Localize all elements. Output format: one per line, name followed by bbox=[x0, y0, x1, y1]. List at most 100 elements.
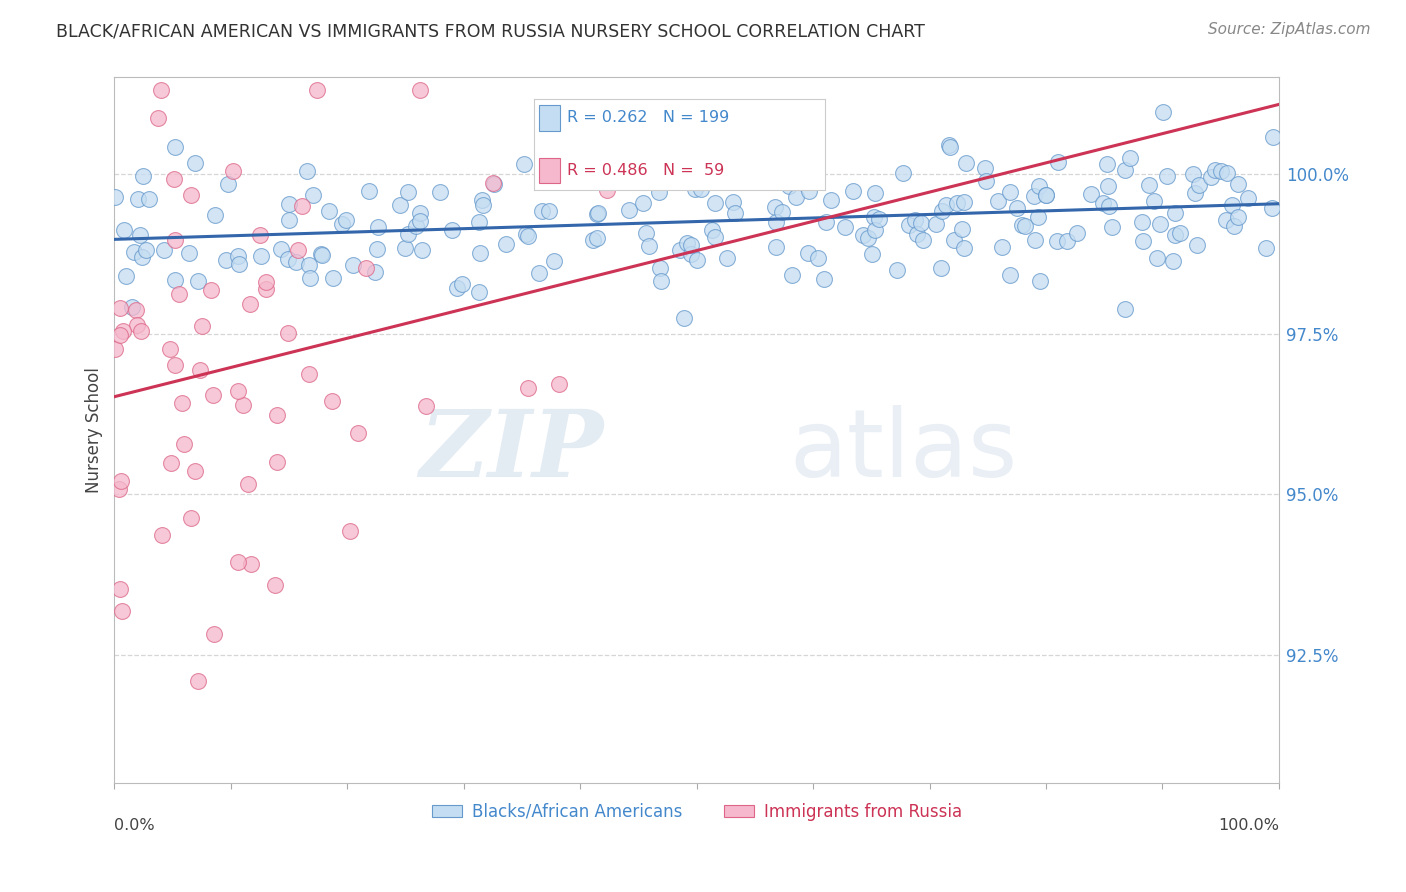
Point bbox=[763, 200, 786, 214]
Point bbox=[636, 226, 658, 240]
Point bbox=[396, 185, 419, 199]
Point bbox=[112, 222, 135, 236]
Point bbox=[111, 604, 134, 618]
Point bbox=[1028, 179, 1050, 194]
Text: 100.0%: 100.0% bbox=[1218, 818, 1279, 833]
Point bbox=[318, 203, 340, 218]
Point bbox=[1209, 163, 1232, 178]
Point bbox=[236, 477, 259, 491]
Point bbox=[807, 251, 830, 265]
Point bbox=[311, 248, 333, 262]
Point bbox=[820, 193, 842, 207]
Point bbox=[217, 177, 239, 191]
Point bbox=[614, 147, 637, 161]
Point bbox=[1261, 201, 1284, 215]
Point bbox=[1215, 212, 1237, 227]
Point bbox=[482, 176, 505, 190]
Point bbox=[586, 231, 609, 245]
Point bbox=[186, 673, 208, 688]
Point bbox=[159, 456, 181, 470]
Point bbox=[780, 268, 803, 282]
Point bbox=[785, 190, 807, 204]
Point bbox=[471, 193, 494, 207]
Point bbox=[405, 219, 427, 233]
Point bbox=[226, 384, 249, 398]
Point bbox=[650, 274, 672, 288]
Point bbox=[335, 213, 357, 227]
Point bbox=[132, 169, 155, 184]
Point bbox=[409, 206, 432, 220]
Point bbox=[298, 270, 321, 285]
Point bbox=[239, 297, 262, 311]
Point bbox=[1226, 178, 1249, 192]
Point bbox=[929, 260, 952, 275]
Point bbox=[187, 274, 209, 288]
Point bbox=[669, 243, 692, 257]
Point bbox=[254, 282, 277, 296]
Point bbox=[1199, 169, 1222, 184]
Point bbox=[905, 227, 928, 241]
Point bbox=[953, 194, 976, 209]
Point bbox=[673, 310, 696, 325]
Point bbox=[1026, 210, 1049, 224]
Point bbox=[955, 155, 977, 169]
Point bbox=[127, 192, 149, 206]
Point bbox=[644, 157, 666, 171]
Point bbox=[1011, 218, 1033, 232]
Point bbox=[125, 303, 148, 318]
Point bbox=[446, 281, 468, 295]
Point bbox=[1184, 186, 1206, 200]
Point bbox=[765, 240, 787, 254]
Point bbox=[482, 177, 505, 191]
Point bbox=[582, 233, 605, 247]
Point bbox=[180, 511, 202, 525]
Point bbox=[302, 188, 325, 202]
Point bbox=[891, 166, 914, 180]
Point bbox=[277, 326, 299, 340]
Point bbox=[1256, 241, 1278, 255]
Point bbox=[858, 231, 880, 245]
Point bbox=[249, 227, 271, 242]
Point bbox=[278, 213, 301, 227]
Point bbox=[108, 328, 131, 343]
Point bbox=[394, 241, 416, 255]
Point bbox=[1204, 162, 1226, 177]
Point bbox=[125, 318, 148, 333]
Point bbox=[527, 266, 550, 280]
Point bbox=[868, 212, 890, 227]
Point bbox=[586, 206, 609, 220]
Point bbox=[266, 455, 288, 469]
Point bbox=[814, 215, 837, 229]
Point bbox=[704, 195, 727, 210]
Point bbox=[631, 196, 654, 211]
Legend: Blacks/African Americans, Immigrants from Russia: Blacks/African Americans, Immigrants fro… bbox=[425, 797, 969, 828]
Point bbox=[451, 277, 474, 292]
Point bbox=[108, 482, 131, 496]
Point bbox=[904, 213, 927, 227]
Point bbox=[1168, 226, 1191, 240]
Point bbox=[228, 257, 250, 271]
Point bbox=[346, 425, 368, 440]
Point bbox=[264, 577, 287, 591]
Point bbox=[673, 113, 696, 128]
Point bbox=[517, 229, 540, 244]
Point bbox=[468, 215, 491, 229]
Text: 0.0%: 0.0% bbox=[114, 818, 155, 833]
Point bbox=[322, 270, 344, 285]
Point bbox=[277, 196, 299, 211]
Point bbox=[1022, 188, 1045, 202]
Point bbox=[700, 223, 723, 237]
Point bbox=[108, 301, 131, 315]
Point bbox=[159, 343, 181, 357]
Point bbox=[716, 251, 738, 265]
Point bbox=[569, 166, 592, 180]
Point bbox=[1024, 233, 1046, 247]
Point bbox=[946, 195, 969, 210]
Point bbox=[131, 324, 153, 338]
Point bbox=[163, 171, 186, 186]
Point bbox=[513, 156, 536, 170]
Point bbox=[648, 185, 671, 199]
Point bbox=[1226, 210, 1249, 224]
Point bbox=[165, 273, 187, 287]
Point bbox=[676, 235, 699, 250]
